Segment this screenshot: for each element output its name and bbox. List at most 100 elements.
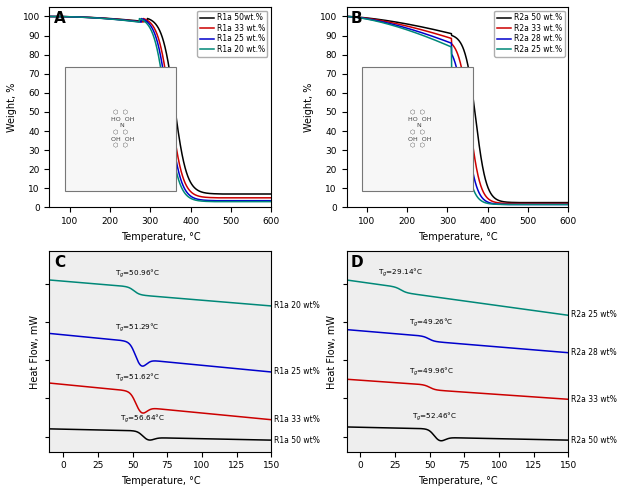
R2a 25 wt.%	[495, 202, 503, 208]
Legend: R1a 50wt.%, R1a 33 wt.%, R1a 25 wt.%, R1a 20 wt.%: R1a 50wt.%, R1a 33 wt.%, R1a 25 wt.%, R1…	[197, 11, 268, 57]
R2a 28 wt.%	[432, 35, 440, 40]
R2a 25 wt.%	[565, 202, 572, 208]
Text: T$_g$=49.26°C: T$_g$=49.26°C	[409, 317, 454, 329]
Text: D: D	[351, 255, 364, 270]
Text: T$_g$=29.14°C: T$_g$=29.14°C	[379, 266, 423, 279]
Text: T$_g$=56.64°C: T$_g$=56.64°C	[120, 412, 165, 424]
R1a 50wt.%	[268, 191, 275, 197]
R1a 50wt.%	[198, 189, 205, 195]
R2a 50 wt.%	[520, 200, 527, 206]
R1a 25 wt.%	[144, 19, 151, 25]
X-axis label: Temperature, °C: Temperature, °C	[417, 232, 497, 242]
Text: ⬡  ⬡
  HO  OH
  N
⬡  ⬡
  OH  OH
⬡  ⬡: ⬡ ⬡ HO OH N ⬡ ⬡ OH OH ⬡ ⬡	[107, 110, 134, 148]
R2a 33 wt.%	[441, 33, 448, 39]
Text: R2a 25 wt%: R2a 25 wt%	[571, 311, 617, 319]
R2a 25 wt.%	[520, 202, 527, 208]
X-axis label: Temperature, °C: Temperature, °C	[120, 232, 200, 242]
Text: B: B	[351, 11, 363, 26]
R2a 25 wt.%	[441, 41, 448, 47]
R2a 25 wt.%	[432, 37, 440, 43]
X-axis label: Temperature, °C: Temperature, °C	[120, 476, 200, 486]
Bar	[362, 67, 473, 191]
Line: R1a 33 wt.%: R1a 33 wt.%	[49, 16, 271, 198]
Text: R2a 28 wt%: R2a 28 wt%	[571, 348, 617, 357]
R1a 33 wt.%	[268, 195, 275, 201]
R1a 33 wt.%	[212, 195, 220, 201]
Line: R1a 20 wt.%: R1a 20 wt.%	[49, 16, 271, 202]
X-axis label: Temperature, °C: Temperature, °C	[417, 476, 497, 486]
Line: R1a 50wt.%: R1a 50wt.%	[49, 16, 271, 194]
R1a 50wt.%	[144, 19, 151, 25]
Legend: R2a 50 wt.%, R2a 33 wt.%, R2a 28 wt.%, R2a 25 wt.%: R2a 50 wt.%, R2a 33 wt.%, R2a 28 wt.%, R…	[494, 11, 565, 57]
R1a 33 wt.%	[135, 19, 143, 25]
Text: R2a 50 wt%: R2a 50 wt%	[571, 436, 617, 445]
R2a 50 wt.%	[514, 200, 522, 206]
R2a 50 wt.%	[565, 200, 572, 206]
Text: R1a 33 wt%: R1a 33 wt%	[274, 415, 320, 424]
R1a 33 wt.%	[46, 13, 53, 19]
R2a 28 wt.%	[495, 201, 503, 207]
Y-axis label: Weight, %: Weight, %	[7, 82, 17, 132]
Y-axis label: Heat Flow, mW: Heat Flow, mW	[327, 315, 337, 388]
R2a 28 wt.%	[565, 202, 572, 208]
R2a 28 wt.%	[366, 16, 373, 22]
R2a 50 wt.%	[366, 15, 373, 21]
R1a 25 wt.%	[210, 198, 218, 204]
R1a 20 wt.%	[198, 198, 205, 204]
R1a 33 wt.%	[144, 17, 151, 23]
R1a 50wt.%	[46, 13, 53, 19]
Line: R2a 25 wt.%: R2a 25 wt.%	[346, 16, 568, 205]
R2a 33 wt.%	[509, 201, 516, 207]
R2a 33 wt.%	[520, 201, 527, 207]
R1a 25 wt.%	[223, 198, 230, 204]
R2a 28 wt.%	[441, 37, 448, 43]
R1a 25 wt.%	[135, 19, 143, 25]
R2a 28 wt.%	[520, 202, 527, 208]
R2a 50 wt.%	[516, 200, 524, 206]
R1a 20 wt.%	[223, 199, 230, 205]
Line: R2a 33 wt.%: R2a 33 wt.%	[346, 16, 568, 204]
R1a 50wt.%	[69, 14, 76, 20]
Text: R1a 50 wt%: R1a 50 wt%	[274, 436, 320, 445]
R1a 25 wt.%	[198, 197, 205, 203]
R2a 28 wt.%	[516, 202, 524, 208]
R1a 20 wt.%	[46, 13, 53, 19]
Text: C: C	[54, 255, 65, 270]
R2a 50 wt.%	[495, 198, 503, 204]
R1a 33 wt.%	[219, 195, 227, 201]
R1a 50wt.%	[135, 18, 143, 24]
R2a 25 wt.%	[343, 13, 350, 19]
Line: R1a 25 wt.%: R1a 25 wt.%	[49, 16, 271, 201]
R2a 33 wt.%	[343, 13, 350, 19]
R1a 50wt.%	[219, 191, 227, 197]
Text: ⬡  ⬡
  HO  OH
  N
⬡  ⬡
  OH  OH
⬡  ⬡: ⬡ ⬡ HO OH N ⬡ ⬡ OH OH ⬡ ⬡	[404, 110, 431, 148]
Text: R1a 20 wt%: R1a 20 wt%	[274, 301, 320, 310]
R2a 33 wt.%	[495, 200, 503, 206]
R2a 50 wt.%	[441, 29, 448, 35]
Text: T$_g$=49.96°C: T$_g$=49.96°C	[409, 365, 454, 378]
R2a 50 wt.%	[432, 27, 440, 33]
Text: R1a 25 wt%: R1a 25 wt%	[274, 367, 320, 376]
Text: T$_g$=51.62°C: T$_g$=51.62°C	[115, 371, 160, 384]
R1a 33 wt.%	[198, 194, 205, 200]
R1a 50wt.%	[223, 191, 230, 197]
R2a 50 wt.%	[343, 13, 350, 19]
Line: R2a 50 wt.%: R2a 50 wt.%	[346, 16, 568, 203]
R1a 20 wt.%	[208, 199, 216, 205]
Y-axis label: Heat Flow, mW: Heat Flow, mW	[30, 315, 40, 388]
R1a 20 wt.%	[268, 199, 275, 205]
R1a 50wt.%	[217, 191, 224, 197]
R1a 20 wt.%	[69, 14, 76, 20]
R1a 20 wt.%	[135, 19, 143, 25]
R2a 25 wt.%	[366, 17, 373, 23]
R2a 28 wt.%	[504, 202, 512, 208]
R2a 33 wt.%	[432, 31, 440, 37]
Y-axis label: Weight, %: Weight, %	[304, 82, 314, 132]
R2a 25 wt.%	[516, 202, 524, 208]
R1a 25 wt.%	[69, 14, 76, 20]
R2a 28 wt.%	[343, 13, 350, 19]
Text: T$_g$=51.29°C: T$_g$=51.29°C	[115, 321, 159, 334]
R2a 33 wt.%	[516, 201, 524, 207]
R1a 20 wt.%	[144, 21, 151, 27]
R2a 25 wt.%	[500, 202, 508, 208]
